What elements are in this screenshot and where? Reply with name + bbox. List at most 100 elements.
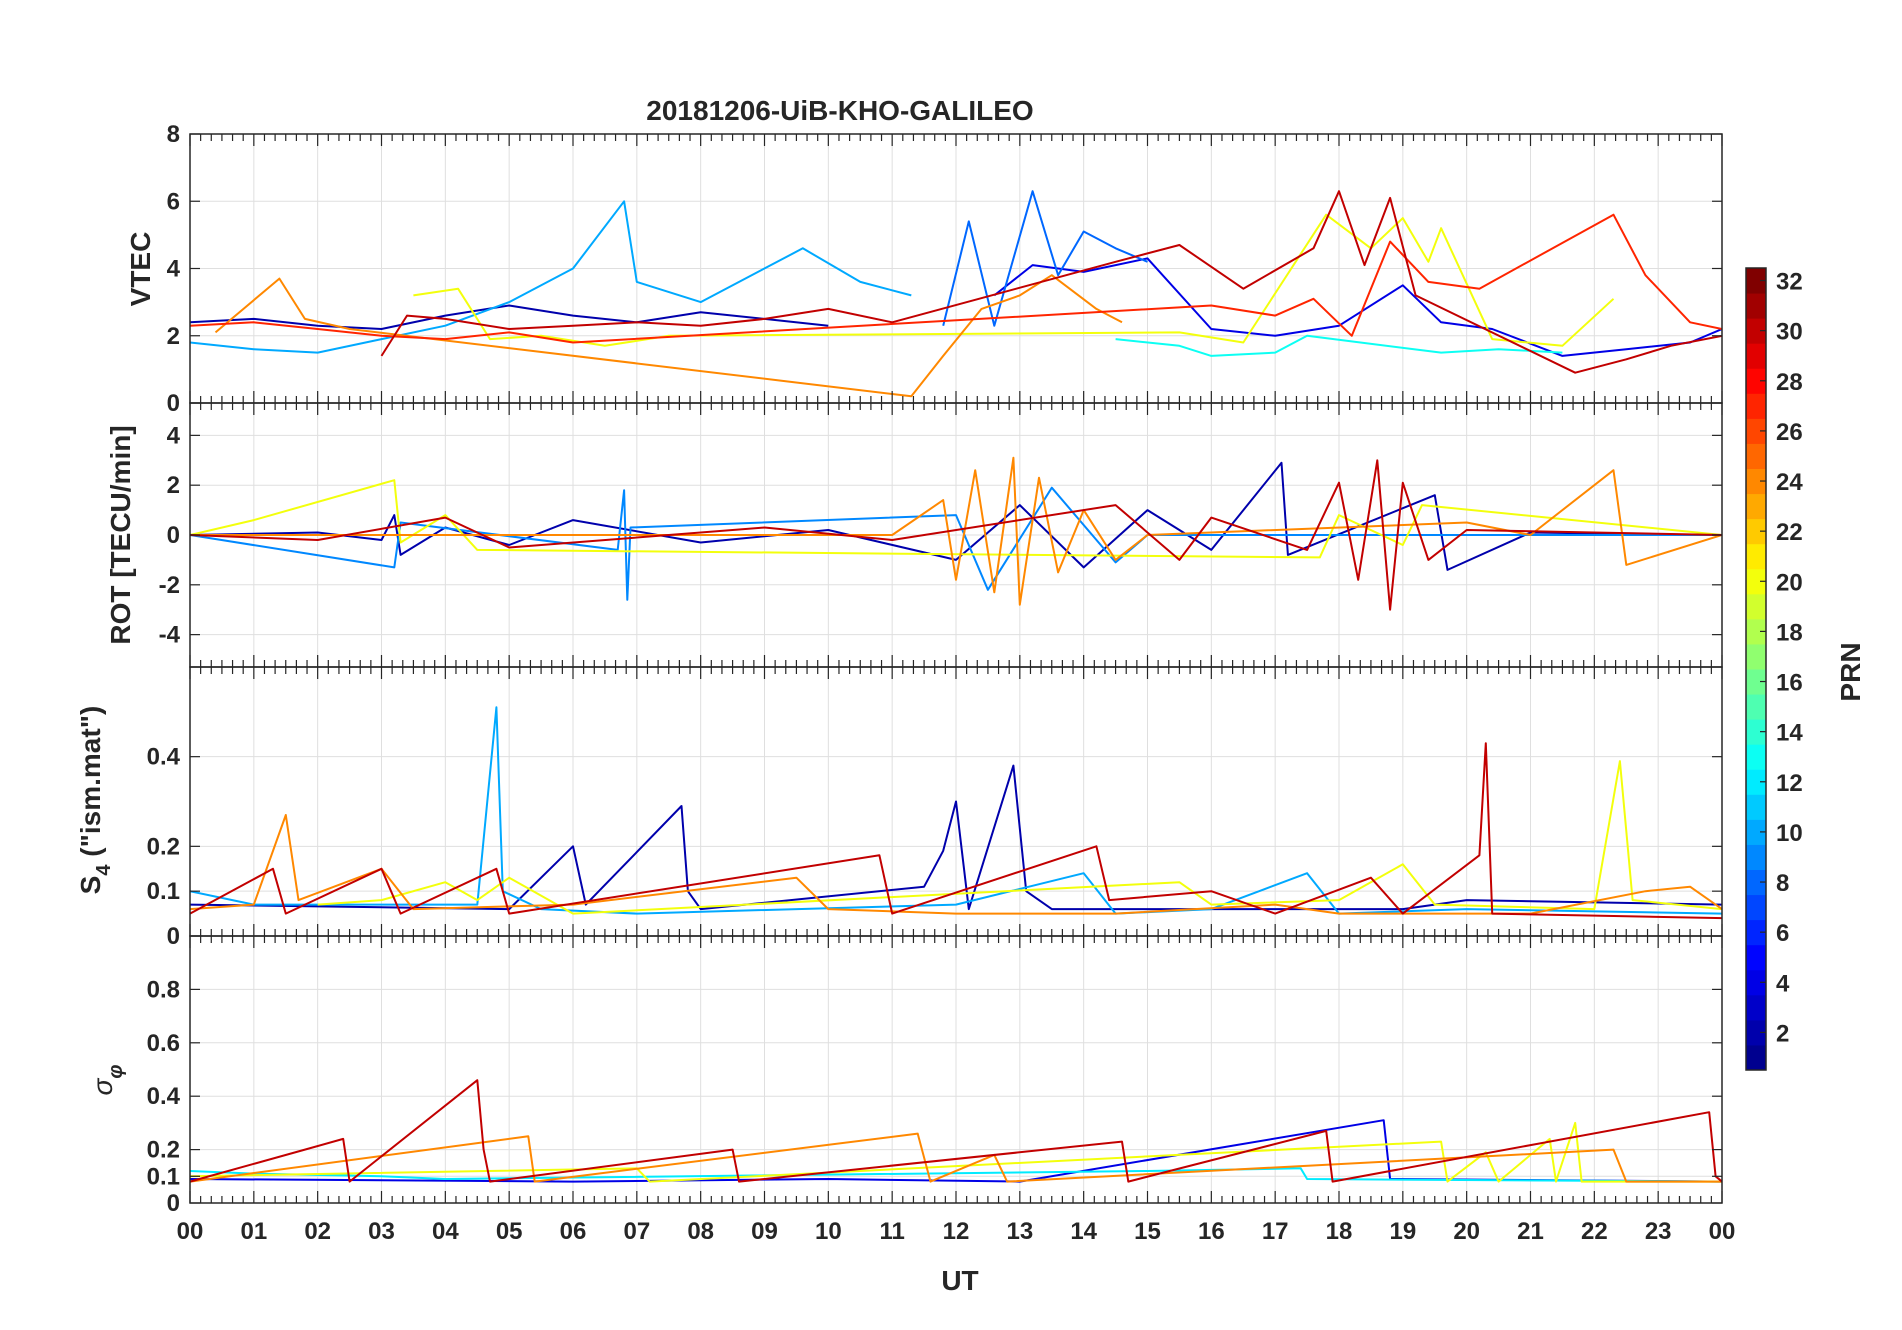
colorbar-swatch <box>1746 769 1766 795</box>
series-group <box>190 1079 1722 1183</box>
colorbar-swatch <box>1746 669 1766 695</box>
colorbar-swatch <box>1746 819 1766 845</box>
y-tick-label: 0.1 <box>147 1163 180 1190</box>
panel-s4: 0 0.1 0.2 0.4 S4 ("ism.mat") <box>75 666 1723 950</box>
colorbar-label: PRN <box>1835 642 1866 701</box>
series-prn-24 <box>190 456 1722 606</box>
series-prn-20 <box>190 1121 1722 1183</box>
x-tick-label: 23 <box>1645 1218 1672 1245</box>
colorbar-swatch <box>1746 343 1766 369</box>
y-tick-label: 0.2 <box>147 1137 180 1164</box>
colorbar-tick-label: 22 <box>1776 519 1803 546</box>
colorbar-tick-label: 10 <box>1776 820 1803 847</box>
series-prn-30 <box>190 1079 1722 1183</box>
series-prn-30 <box>380 190 1722 374</box>
colorbar-swatch <box>1746 543 1766 570</box>
colorbar-swatch <box>1746 694 1766 720</box>
colorbar-swatch <box>1746 593 1766 620</box>
x-tick-label: 13 <box>1006 1218 1033 1245</box>
colorbar-tick-label: 12 <box>1776 770 1803 797</box>
series-prn-9 <box>190 486 1722 601</box>
series-prn-10 <box>190 200 912 354</box>
colorbar-swatch <box>1746 493 1766 520</box>
series-prn-4 <box>993 257 1722 357</box>
y-tick-label: 8 <box>167 121 180 148</box>
panel-rot: -4 -2 0 2 4 ROT [TECU/min] <box>105 402 1723 668</box>
series-prn-2 <box>190 764 1722 911</box>
y-tick-label: 0 <box>167 522 180 549</box>
x-tick-label: 20 <box>1453 1218 1480 1245</box>
series-prn-24 <box>190 814 1722 915</box>
series-prn-8 <box>942 190 1148 327</box>
y-tick-label: 2 <box>167 323 180 350</box>
x-tick-label: 22 <box>1581 1218 1608 1245</box>
series-prn-30 <box>190 742 1722 920</box>
colorbar-swatch <box>1746 468 1766 495</box>
panel-sigma: 00.10.2 0.4 0.6 0.8 σφ 00 01 02 03 04 05 06 07 08 09 10… <box>87 935 1736 1245</box>
colorbar-swatch <box>1746 418 1766 444</box>
series-prn-24 <box>214 274 1123 398</box>
y-tick-label: 0.4 <box>147 1083 181 1110</box>
y-tick-label: 0.4 <box>147 744 181 771</box>
y-tick-label: 0 <box>167 1190 180 1217</box>
colorbar-swatch <box>1746 518 1766 545</box>
x-tick-label: 03 <box>368 1218 395 1245</box>
colorbar-tick-label: 28 <box>1776 369 1803 396</box>
x-tick-label: 21 <box>1517 1218 1544 1245</box>
x-tick-label: 08 <box>687 1218 714 1245</box>
colorbar-swatch <box>1746 719 1766 745</box>
colorbar-swatch <box>1746 368 1766 394</box>
x-tick-label: 07 <box>623 1218 650 1245</box>
y-axis-label-sigma: σφ <box>87 1065 127 1096</box>
colorbar-swatch <box>1746 994 1766 1021</box>
series-prn-20 <box>413 213 1615 347</box>
series-prn-30 <box>190 459 1722 611</box>
colorbar-swatch <box>1746 643 1766 670</box>
colorbar-tick-label: 26 <box>1776 419 1803 446</box>
colorbar-swatch <box>1746 944 1766 971</box>
colorbar-tick-label: 6 <box>1776 920 1789 947</box>
series-prn-27 <box>190 213 1722 344</box>
x-tick-label: 12 <box>943 1218 970 1245</box>
x-tick-label: 10 <box>815 1218 842 1245</box>
y-tick-label: 4 <box>167 256 181 283</box>
x-tick-label: 17 <box>1262 1218 1289 1245</box>
colorbar-swatch <box>1746 969 1766 996</box>
x-axis-label: UT <box>941 1265 978 1296</box>
y-tick-label: 0.1 <box>147 878 180 905</box>
colorbar-tick-label: 30 <box>1776 319 1803 346</box>
colorbar-tick-label: 20 <box>1776 569 1803 596</box>
y-tick-label: 2 <box>167 472 180 499</box>
series-prn-2 <box>190 461 1722 571</box>
series-group <box>190 190 1722 398</box>
chart-title: 20181206-UiB-KHO-GALILEO <box>646 95 1033 126</box>
colorbar-swatch <box>1746 869 1766 896</box>
y-tick-label: 0 <box>167 390 180 417</box>
x-tick-label: 02 <box>304 1218 331 1245</box>
series-prn-13 <box>1115 334 1563 357</box>
colorbar-swatch <box>1746 744 1766 770</box>
x-tick-label: 00 <box>177 1218 204 1245</box>
y-axis-label-rot: ROT [TECU/min] <box>105 425 136 644</box>
x-tick-label: 16 <box>1198 1218 1225 1245</box>
panel-vtec: 0 2 4 6 8 VTEC <box>125 121 1723 417</box>
x-tick-label: 00 <box>1709 1218 1736 1245</box>
colorbar-tick-label: 32 <box>1776 269 1803 296</box>
colorbar-swatch <box>1746 794 1766 820</box>
x-tick-label: 14 <box>1070 1218 1097 1245</box>
colorbar-swatch <box>1746 393 1766 419</box>
x-tick-label: 11 <box>879 1218 904 1245</box>
series-group <box>190 456 1722 611</box>
y-tick-label: 0.2 <box>147 833 180 860</box>
x-tick-label: 01 <box>240 1218 267 1245</box>
colorbar-swatch <box>1746 1044 1766 1071</box>
colorbar-swatch <box>1746 568 1766 595</box>
series-prn-20 <box>190 479 1722 559</box>
colorbar-tick-label: 4 <box>1776 970 1790 997</box>
y-tick-label: -4 <box>159 622 181 649</box>
y-tick-label: 0 <box>167 923 180 950</box>
y-axis-label-vtec: VTEC <box>125 232 156 307</box>
series-prn-2 <box>190 304 829 330</box>
